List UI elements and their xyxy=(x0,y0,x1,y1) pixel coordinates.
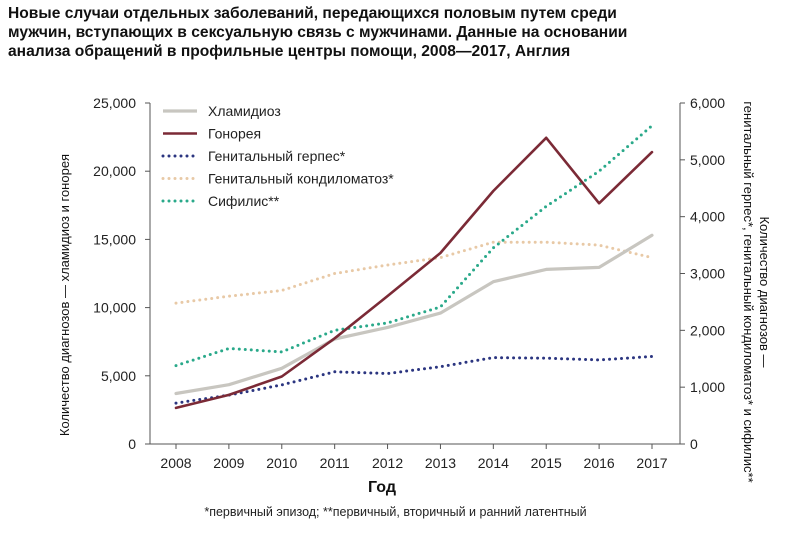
y-right-tick-label: 5,000 xyxy=(690,152,725,168)
series-line-1 xyxy=(174,136,654,410)
chart-title-line-3: анализа обращений в профильные центры по… xyxy=(8,43,571,60)
x-tick-label: 2010 xyxy=(266,455,297,471)
y-right-tick-label: 1,000 xyxy=(690,379,725,395)
y-axis-right-label-line-2: генитальный герпес*, генитальный кондило… xyxy=(741,101,756,482)
y-left-tick-label: 10,000 xyxy=(93,300,136,316)
x-tick-label: 2013 xyxy=(425,455,456,471)
y-right-tick-label: 3,000 xyxy=(690,266,725,282)
chart-title: Новые случаи отдельных заболеваний, пере… xyxy=(8,4,783,61)
y-axis-right-ticks: 0 1,000 2,000 3,000 4,000 5,000 6,000 xyxy=(680,95,725,452)
y-right-tick-label: 6,000 xyxy=(690,95,725,111)
legend-label: Генитальный герпес* xyxy=(208,148,346,164)
y-left-tick-label: 15,000 xyxy=(93,231,136,247)
y-axis-left-ticks: 0 5,000 10,000 15,000 20,000 25,000 xyxy=(93,95,150,452)
x-tick-label: 2009 xyxy=(213,455,244,471)
series-line-2 xyxy=(174,355,654,405)
y-right-tick-label: 4,000 xyxy=(690,209,725,225)
series-lines xyxy=(174,124,654,410)
chart-title-line-2: мужчин, вступающих в сексуальную связь с… xyxy=(8,24,628,41)
y-left-tick-label: 20,000 xyxy=(93,163,136,179)
series-line-4 xyxy=(174,124,654,368)
x-tick-label: 2012 xyxy=(372,455,403,471)
x-tick-label: 2011 xyxy=(320,455,350,471)
x-tick-label: 2008 xyxy=(160,455,191,471)
legend-label: Генитальный кондиломатоз* xyxy=(208,171,394,187)
x-tick-label: 2015 xyxy=(531,455,562,471)
legend-label: Сифилис** xyxy=(208,193,280,209)
x-tick-label: 2014 xyxy=(478,455,509,471)
y-left-tick-label: 25,000 xyxy=(93,95,136,111)
legend: Хламидиоз Гонорея Генитальный герпес* Генит… xyxy=(161,103,394,209)
legend-label: Хламидиоз xyxy=(208,103,281,119)
y-axis-right-label-line-1: Количество диагнозов — xyxy=(757,216,772,367)
x-axis-label: Год xyxy=(368,479,396,496)
chart-title-line-1: Новые случаи отдельных заболеваний, пере… xyxy=(8,5,617,22)
footnote: *первичный эпизод; **первичный, вторичны… xyxy=(204,505,587,519)
x-tick-label: 2016 xyxy=(584,455,615,471)
y-right-tick-label: 0 xyxy=(690,436,698,452)
x-axis-ticks: 2008 2009 2010 2011 2012 2013 2014 2015 2016 2017 xyxy=(160,444,668,471)
legend-label: Гонорея xyxy=(208,126,261,142)
y-left-tick-label: 5,000 xyxy=(101,368,136,384)
y-right-tick-label: 2,000 xyxy=(690,322,725,338)
y-left-tick-label: 0 xyxy=(128,436,136,452)
series-line-3 xyxy=(174,240,654,305)
series-line-0 xyxy=(174,233,654,396)
y-axis-left-label: Количество диагнозов — хламидиоз и гонор… xyxy=(57,154,72,436)
x-tick-label: 2017 xyxy=(636,455,667,471)
